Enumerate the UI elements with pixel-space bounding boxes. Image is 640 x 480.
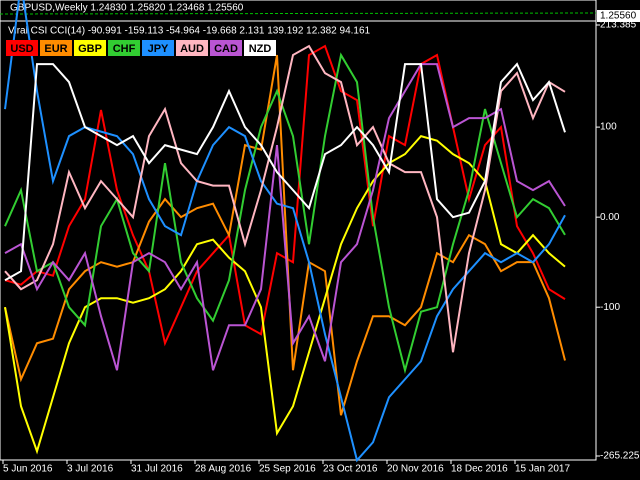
legend-label: JPY [148,43,169,55]
legend-label: GBP [78,43,102,55]
x-tick-label: 25 Sep 2016 [259,464,316,475]
legend-swatch [176,40,208,56]
plot-frame [0,0,597,461]
legend-label: NZD [249,43,272,55]
legend-label: EUR [44,43,67,55]
legend-label: CHF [113,43,136,55]
x-tick-label: 3 Jul 2016 [67,464,114,475]
legend-swatch [108,40,140,56]
x-tick-label: 20 Nov 2016 [387,464,444,475]
y-tick-label: 213.385 [600,20,637,31]
x-tick-label: 5 Jun 2016 [3,464,53,475]
series-line [4,63,566,371]
legend-label: AUD [180,43,204,55]
series-line [4,54,566,416]
y-tick-label: 100 [600,122,617,133]
legend-swatch [40,40,72,56]
series-line [4,52,566,375]
price-line [0,12,597,15]
x-tick-label: 15 Jan 2017 [515,464,570,475]
y-tick-label: -100 [600,302,620,313]
x-tick-label: 18 Dec 2016 [451,464,508,475]
x-tick-label: 23 Oct 2016 [323,464,378,475]
x-tick-label: 31 Jul 2016 [131,464,183,475]
legend-swatch [74,40,106,56]
legend-label: USD [10,43,33,55]
series-line [4,0,566,463]
legend-swatch [244,40,276,56]
price-label: 1.25560 [600,11,637,22]
price-box [597,10,640,22]
legend-swatch [142,40,174,56]
series-line [4,44,566,353]
series-line [4,62,566,282]
series-line [4,44,566,347]
symbol-info: GBPUSD,Weekly 1.24830 1.25820 1.23468 1.… [10,3,244,14]
indicator-label: Viral CSI CCI(14) -90.991 -159.113 -54.9… [8,26,371,37]
y-tick-label: 0.00 [600,212,620,223]
legend-label: CAD [214,43,238,55]
x-tick-label: 28 Aug 2016 [195,464,252,475]
legend-swatch [210,40,242,56]
series-line [4,134,566,455]
y-tick-label: -265.225 [600,451,640,462]
legend-swatch [6,40,38,56]
